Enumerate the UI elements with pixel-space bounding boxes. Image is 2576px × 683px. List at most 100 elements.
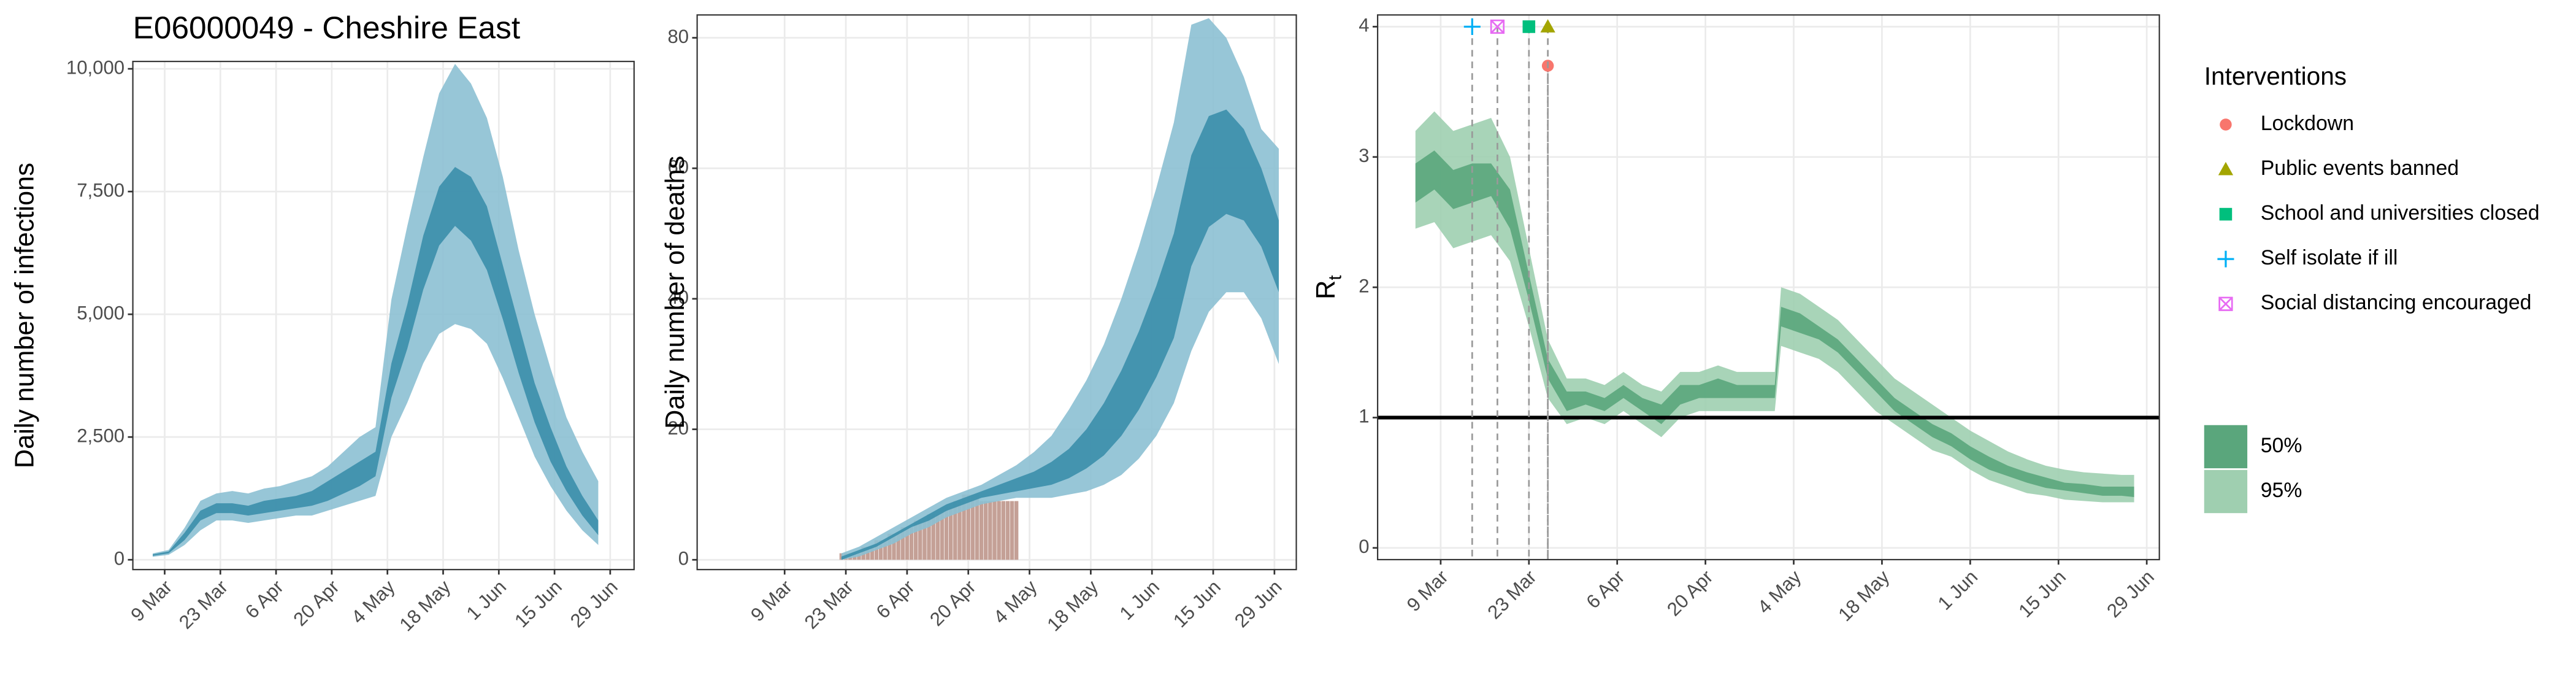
bar (874, 540, 879, 560)
bar (918, 520, 922, 560)
bar (970, 494, 975, 560)
marker-shape (1490, 19, 1505, 34)
marker-shape (1540, 19, 1555, 33)
marker (2219, 207, 2233, 221)
x-tick-label: 23 Mar (800, 576, 857, 633)
x-tick-label: 4 May (989, 576, 1041, 628)
marker (2220, 118, 2232, 131)
y-axis-label-text: R (1311, 280, 1341, 299)
x-tick-label: 6 Apr (1582, 566, 1628, 612)
bar (962, 494, 966, 560)
y-tick-label: 10,000 (66, 56, 125, 78)
x-tick-label: 15 Jun (2014, 566, 2070, 622)
bar (1001, 501, 1005, 560)
bar (957, 501, 962, 560)
y-tick-label: 7,500 (77, 179, 125, 201)
marker (1540, 19, 1555, 33)
legend-label: Lockdown (2261, 112, 2354, 135)
bar (1005, 501, 1010, 560)
legend-label: Self isolate if ill (2261, 246, 2398, 269)
y-tick-label: 4 (1359, 15, 1369, 36)
bar (927, 514, 931, 560)
bar (892, 533, 896, 560)
x-tick-label: 15 Jun (510, 576, 566, 632)
bar (887, 533, 892, 560)
bar (984, 501, 988, 560)
legend-key (2204, 425, 2248, 469)
x-tick-label: 9 Mar (746, 576, 796, 626)
bar (1014, 501, 1019, 560)
x-tick-label: 18 May (1834, 566, 1893, 625)
bar (935, 514, 940, 560)
y-axis-label: Rt (1311, 275, 1345, 299)
marker-shape (1463, 18, 1481, 35)
legend-title: Interventions (2204, 62, 2347, 90)
bar (966, 494, 970, 560)
y-tick-label: 1 (1359, 406, 1369, 427)
legend-label: 95% (2261, 479, 2302, 502)
panel-border (696, 14, 1297, 571)
bar (909, 527, 914, 560)
legend-label: Social distancing encouraged (2261, 291, 2532, 314)
bar (913, 520, 918, 560)
marker (1522, 20, 1536, 33)
marker (1463, 18, 1481, 35)
marker (1490, 19, 1505, 34)
x-tick-label: 29 Jun (2103, 566, 2158, 622)
bar (878, 540, 883, 560)
marker (2217, 250, 2234, 268)
x-tick-label: 29 Jun (566, 576, 622, 632)
y-axis-label-sub: t (1325, 275, 1345, 280)
x-tick-label: 23 Mar (175, 576, 232, 633)
legend-label: School and universities closed (2261, 201, 2540, 225)
x-tick-label: 4 May (347, 576, 399, 628)
marker (2218, 161, 2234, 176)
bar (949, 507, 953, 560)
x-tick-label: 1 Jun (1116, 576, 1164, 625)
x-tick-label: 15 Jun (1169, 576, 1225, 632)
y-tick-label: 0 (114, 547, 125, 569)
ribbon (153, 167, 599, 556)
ribbon (1415, 150, 2134, 498)
bar (870, 546, 875, 560)
x-tick-label: 1 Jun (462, 576, 511, 625)
legend-label: 50% (2261, 434, 2302, 457)
x-tick-label: 18 May (395, 576, 454, 635)
bar (975, 494, 979, 560)
x-tick-label: 20 Apr (1663, 566, 1717, 620)
ribbon (841, 109, 1279, 560)
marker (2218, 296, 2233, 311)
bar (979, 501, 984, 560)
ribbon (153, 64, 599, 557)
y-tick-label: 20 (668, 417, 689, 439)
bar (1010, 501, 1014, 560)
y-tick-label: 3 (1359, 145, 1369, 166)
bar (896, 533, 900, 560)
bar (997, 501, 1001, 560)
bar (900, 527, 905, 560)
bar (905, 527, 910, 560)
y-axis-label-text: Daily number of infections (10, 163, 40, 468)
marker-shape (2219, 207, 2233, 221)
x-tick-label: 9 Mar (1403, 566, 1452, 615)
bar (944, 507, 949, 560)
bar (940, 507, 945, 560)
bar (865, 546, 870, 560)
bar (953, 501, 957, 560)
y-tick-label: 5,000 (77, 302, 125, 323)
x-tick-label: 23 Mar (1483, 566, 1540, 623)
y-tick-label: 40 (668, 287, 689, 308)
bar (922, 520, 927, 560)
bar (931, 514, 935, 560)
x-tick-label: 4 May (1754, 566, 1806, 618)
marker-shape (1522, 20, 1536, 33)
x-tick-label: 18 May (1043, 576, 1102, 635)
x-tick-label: 29 Jun (1230, 576, 1286, 632)
x-tick-label: 6 Apr (241, 576, 288, 623)
y-axis-label: Daily number of infections (10, 163, 40, 468)
ribbon (841, 18, 1279, 560)
bar (988, 501, 992, 560)
y-tick-label: 80 (668, 26, 689, 47)
chart-title: E06000049 - Cheshire East (133, 9, 521, 45)
marker-shape (2220, 118, 2232, 131)
